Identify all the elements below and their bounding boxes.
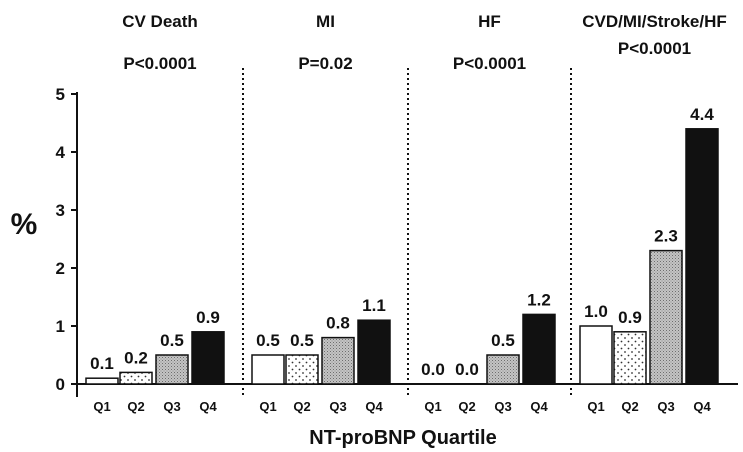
bar-q4 xyxy=(685,128,719,385)
bar-q1 xyxy=(85,377,119,385)
x-tick-label: Q2 xyxy=(293,399,310,414)
panel-title: HF xyxy=(478,12,501,31)
x-tick-label: Q4 xyxy=(365,399,383,414)
panel-title: CVD/MI/Stroke/HF xyxy=(582,12,727,31)
bar-value-label: 0.9 xyxy=(196,308,220,327)
y-tick-label: 5 xyxy=(56,85,65,104)
bar-value-label: 0.5 xyxy=(160,331,184,350)
x-tick-label: Q4 xyxy=(530,399,548,414)
panel-4: CVD/MI/Stroke/HF P<0.0001 1.0 Q1 0.9 Q2 2.3 Q3 4… xyxy=(570,12,727,414)
bar-value-label: 4.4 xyxy=(690,105,714,124)
x-tick-label: Q2 xyxy=(621,399,638,414)
bar-value-label: 0.5 xyxy=(491,331,515,350)
bar-q1 xyxy=(251,354,285,385)
bar-value-label: 0.0 xyxy=(455,360,479,379)
panel-title: CV Death xyxy=(122,12,198,31)
bar-q3 xyxy=(321,336,355,385)
x-tick-label: Q3 xyxy=(657,399,674,414)
bar-q2 xyxy=(119,371,153,385)
panel-title: MI xyxy=(316,12,335,31)
x-tick-label: Q1 xyxy=(587,399,604,414)
bar-value-label: 1.2 xyxy=(527,290,551,309)
bar-value-label: 0.5 xyxy=(290,331,314,350)
bar-q3 xyxy=(155,354,189,385)
bar-q1 xyxy=(579,325,613,385)
x-tick-label: Q4 xyxy=(199,399,217,414)
x-tick-label: Q4 xyxy=(693,399,711,414)
bar-value-label: 2.3 xyxy=(654,227,678,246)
bar-value-label: 0.8 xyxy=(326,314,350,333)
bar-q3 xyxy=(649,249,683,385)
x-tick-label: Q2 xyxy=(458,399,475,414)
panel-pvalue: P<0.0001 xyxy=(123,54,196,73)
x-tick-label: Q2 xyxy=(127,399,144,414)
panel-pvalue: P<0.0001 xyxy=(618,39,691,58)
bar-value-label: 0.9 xyxy=(618,308,642,327)
panel-pvalue: P<0.0001 xyxy=(453,54,526,73)
bar-q3 xyxy=(486,354,520,385)
bar-q2 xyxy=(613,331,647,385)
x-tick-label: Q1 xyxy=(93,399,110,414)
bar-q2 xyxy=(285,354,319,385)
y-tick-label: 0 xyxy=(56,375,65,394)
bar-q4 xyxy=(522,313,556,385)
x-tick-label: Q3 xyxy=(163,399,180,414)
panel-3: HF P<0.0001 0.0 Q1 0.0 Q2 0.5 Q3 1.2 Q4 xyxy=(407,12,556,414)
y-axis-label: % xyxy=(11,208,38,241)
x-tick-label: Q3 xyxy=(494,399,511,414)
bar-value-label: 0.0 xyxy=(421,360,445,379)
bar-value-label: 0.1 xyxy=(90,354,114,373)
bar-value-label: 1.0 xyxy=(584,302,608,321)
y-tick-label: 2 xyxy=(56,259,65,278)
y-tick-label: 3 xyxy=(56,201,65,220)
x-tick-label: Q3 xyxy=(329,399,346,414)
chart-panels: CV Death P<0.0001 0.1 Q1 0.2 Q2 0.5 Q3 0.9 Q4 MI P=… xyxy=(85,12,727,414)
panel-1: CV Death P<0.0001 0.1 Q1 0.2 Q2 0.5 Q3 0.9 Q4 xyxy=(85,12,225,414)
bar-q4 xyxy=(357,319,391,385)
y-tick-label: 4 xyxy=(56,143,66,162)
bar-q4 xyxy=(191,331,225,385)
panel-pvalue: P=0.02 xyxy=(298,54,352,73)
bar-value-label: 1.1 xyxy=(362,296,386,315)
bar-value-label: 0.5 xyxy=(256,331,280,350)
x-tick-label: Q1 xyxy=(259,399,276,414)
panel-2: MI P=0.02 0.5 Q1 0.5 Q2 0.8 Q3 1.1 Q4 xyxy=(242,12,391,414)
x-tick-label: Q1 xyxy=(424,399,441,414)
x-axis-label: NT-proBNP Quartile xyxy=(309,427,496,449)
y-tick-label: 1 xyxy=(56,317,65,336)
bar-value-label: 0.2 xyxy=(124,348,148,367)
